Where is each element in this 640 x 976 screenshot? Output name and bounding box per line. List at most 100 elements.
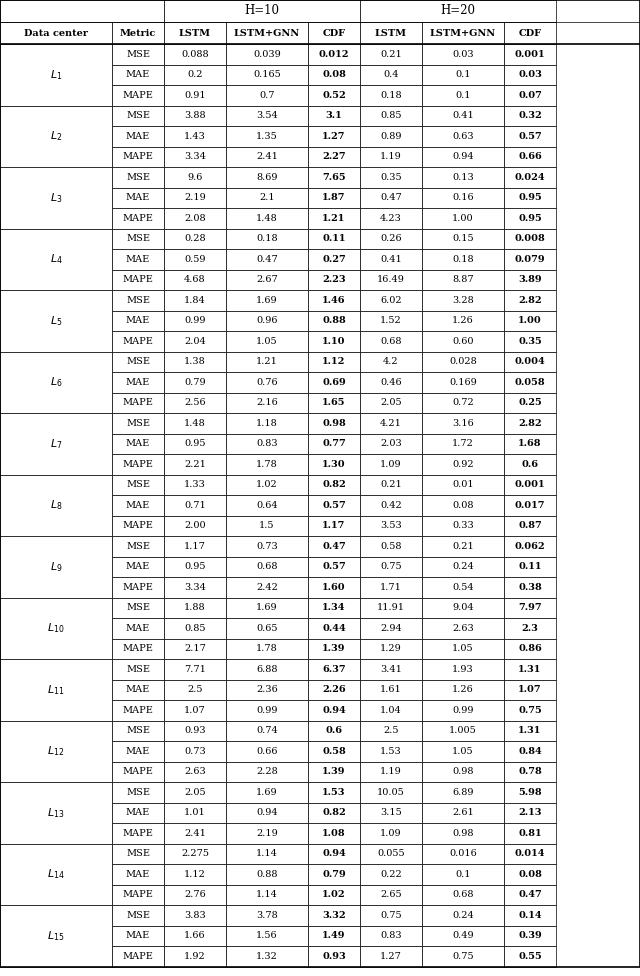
Text: MAPE: MAPE xyxy=(123,706,154,714)
Text: 0.79: 0.79 xyxy=(184,378,206,386)
Text: 0.6: 0.6 xyxy=(326,726,342,735)
Bar xyxy=(164,618,226,638)
Bar xyxy=(360,413,422,433)
Text: 1.19: 1.19 xyxy=(380,767,402,776)
Bar xyxy=(226,741,308,761)
Bar xyxy=(308,638,360,659)
Text: 0.98: 0.98 xyxy=(322,419,346,427)
Bar xyxy=(504,618,556,638)
Text: 1.31: 1.31 xyxy=(518,665,541,673)
Text: $L_{13}$: $L_{13}$ xyxy=(47,806,65,820)
Bar xyxy=(504,946,556,966)
Bar xyxy=(0,167,112,228)
Text: 0.22: 0.22 xyxy=(380,870,402,878)
Text: 2.63: 2.63 xyxy=(452,624,474,632)
Bar xyxy=(360,618,422,638)
Bar xyxy=(360,433,422,454)
Bar xyxy=(422,679,504,700)
Text: MSE: MSE xyxy=(126,357,150,366)
Bar xyxy=(226,126,308,146)
Text: 9.6: 9.6 xyxy=(188,173,203,182)
Text: 1.39: 1.39 xyxy=(323,644,346,653)
Bar xyxy=(360,864,422,884)
Bar xyxy=(164,577,226,597)
Bar xyxy=(226,474,308,495)
Text: 2.19: 2.19 xyxy=(256,829,278,837)
Bar xyxy=(112,556,164,577)
Text: 1.69: 1.69 xyxy=(256,603,278,612)
Bar xyxy=(0,22,112,44)
Text: 0.71: 0.71 xyxy=(184,501,206,509)
Bar xyxy=(360,208,422,228)
Text: 1.39: 1.39 xyxy=(323,767,346,776)
Bar xyxy=(308,44,360,64)
Text: 1.10: 1.10 xyxy=(323,337,346,346)
Text: 1.84: 1.84 xyxy=(184,296,206,305)
Bar xyxy=(226,228,308,249)
Text: 0.65: 0.65 xyxy=(256,624,278,632)
Bar xyxy=(308,597,360,618)
Text: 0.08: 0.08 xyxy=(518,870,542,878)
Bar xyxy=(164,372,226,392)
Text: MSE: MSE xyxy=(126,234,150,243)
Bar xyxy=(360,515,422,536)
Bar xyxy=(308,85,360,105)
Text: 1.30: 1.30 xyxy=(322,460,346,468)
Text: 3.88: 3.88 xyxy=(184,111,206,120)
Bar xyxy=(308,843,360,864)
Bar xyxy=(112,290,164,310)
Text: 0.55: 0.55 xyxy=(518,952,542,960)
Text: 3.28: 3.28 xyxy=(452,296,474,305)
Text: 0.001: 0.001 xyxy=(515,50,545,59)
Bar xyxy=(226,310,308,331)
Text: 2.5: 2.5 xyxy=(188,685,203,694)
Bar xyxy=(504,22,556,44)
Bar xyxy=(112,249,164,269)
Text: 0.25: 0.25 xyxy=(518,398,542,407)
Bar xyxy=(308,905,360,925)
Bar xyxy=(308,515,360,536)
Text: $L_{14}$: $L_{14}$ xyxy=(47,868,65,881)
Bar xyxy=(164,515,226,536)
Bar xyxy=(164,556,226,577)
Bar xyxy=(360,0,556,22)
Text: 3.41: 3.41 xyxy=(380,665,402,673)
Bar xyxy=(504,577,556,597)
Bar xyxy=(226,946,308,966)
Text: 2.08: 2.08 xyxy=(184,214,206,223)
Bar xyxy=(422,925,504,946)
Text: 1.43: 1.43 xyxy=(184,132,206,141)
Text: 2.19: 2.19 xyxy=(184,193,206,202)
Text: H=20: H=20 xyxy=(440,5,476,18)
Bar xyxy=(504,167,556,187)
Text: 0.016: 0.016 xyxy=(449,849,477,858)
Text: 6.37: 6.37 xyxy=(322,665,346,673)
Bar xyxy=(422,536,504,556)
Bar xyxy=(308,946,360,966)
Bar xyxy=(226,864,308,884)
Bar xyxy=(164,351,226,372)
Bar xyxy=(360,843,422,864)
Text: 0.54: 0.54 xyxy=(452,583,474,591)
Bar xyxy=(112,64,164,85)
Text: 0.18: 0.18 xyxy=(452,255,474,264)
Text: 1.38: 1.38 xyxy=(184,357,206,366)
Bar xyxy=(164,167,226,187)
Bar xyxy=(422,864,504,884)
Bar xyxy=(164,454,226,474)
Text: 0.81: 0.81 xyxy=(518,829,542,837)
Bar xyxy=(360,884,422,905)
Text: 0.001: 0.001 xyxy=(515,480,545,489)
Text: 0.57: 0.57 xyxy=(322,562,346,571)
Text: 2.17: 2.17 xyxy=(184,644,206,653)
Bar xyxy=(112,638,164,659)
Text: 0.01: 0.01 xyxy=(452,480,474,489)
Text: 0.33: 0.33 xyxy=(452,521,474,530)
Text: 1.00: 1.00 xyxy=(452,214,474,223)
Bar xyxy=(308,351,360,372)
Text: 0.99: 0.99 xyxy=(184,316,205,325)
Text: MAPE: MAPE xyxy=(123,275,154,284)
Text: 1.56: 1.56 xyxy=(256,931,278,940)
Text: 0.91: 0.91 xyxy=(184,91,206,100)
Text: 3.32: 3.32 xyxy=(322,911,346,919)
